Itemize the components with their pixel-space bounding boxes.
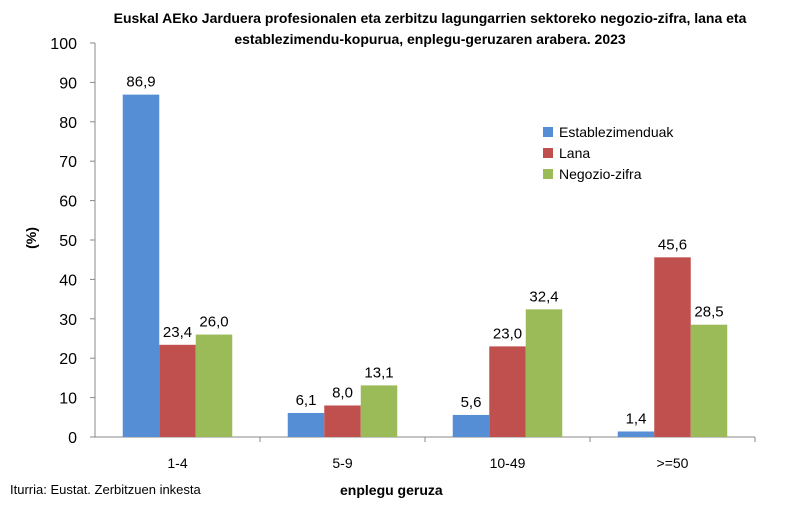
y-axis-label: (%) [22,227,39,249]
legend-swatch [543,168,553,179]
legend-label: Establezimenduak [559,123,674,140]
legend-swatch [543,126,553,137]
y-tick-label: 80 [59,115,77,132]
x-tick-label: 10-49 [490,455,526,471]
data-label: 5,6 [461,394,482,411]
bar [159,344,196,437]
data-label: 13,1 [364,364,393,381]
chart-title: Euskal AEko Jarduera profesionalen eta z… [113,10,747,47]
bar [195,334,233,437]
x-tick-label: 1-4 [167,455,187,471]
data-label: 86,9 [126,74,155,91]
y-tick-label: 100 [50,36,77,53]
legend-label: Lana [559,144,591,161]
y-tick-label: 20 [59,351,77,368]
x-axis-label: enplegu geruza [340,482,443,498]
y-tick-label: 60 [59,194,77,211]
data-label: 23,4 [163,324,192,341]
y-tick-label: 50 [59,233,77,250]
bar [489,346,526,437]
data-label: 1,4 [626,410,647,427]
y-tick-label: 0 [68,430,77,447]
bar [360,385,398,437]
bar [690,324,728,437]
legend-item: Establezimenduak [543,121,673,142]
legend-label: Negozio-zifra [559,165,642,182]
data-label: 23,0 [493,325,522,342]
bar [654,257,691,437]
y-tick-label: 90 [59,75,77,92]
data-label: 6,1 [296,392,317,409]
bar [525,309,563,437]
data-label: 8,0 [332,384,353,401]
legend-item: Negozio-zifra [543,163,673,184]
source-note: Iturria: Eustat. Zerbitzuen inkesta [10,482,201,497]
bar [452,414,490,437]
data-label: 45,6 [658,236,687,253]
y-tick-label: 40 [59,272,77,289]
x-tick-label: 5-9 [332,455,352,471]
x-tick-label: >=50 [657,455,689,471]
data-label: 26,0 [199,314,228,331]
data-label: 32,4 [529,288,558,305]
legend: Establezimenduak Lana Negozio-zifra [543,121,673,184]
legend-swatch [543,147,553,158]
bar [287,412,325,437]
data-label: 28,5 [694,304,723,321]
bar [617,431,655,437]
y-tick-label: 30 [59,312,77,329]
y-tick-label: 70 [59,154,77,171]
y-tick-label: 10 [59,391,77,408]
bar [122,94,160,437]
bar [324,405,361,437]
legend-item: Lana [543,142,673,163]
